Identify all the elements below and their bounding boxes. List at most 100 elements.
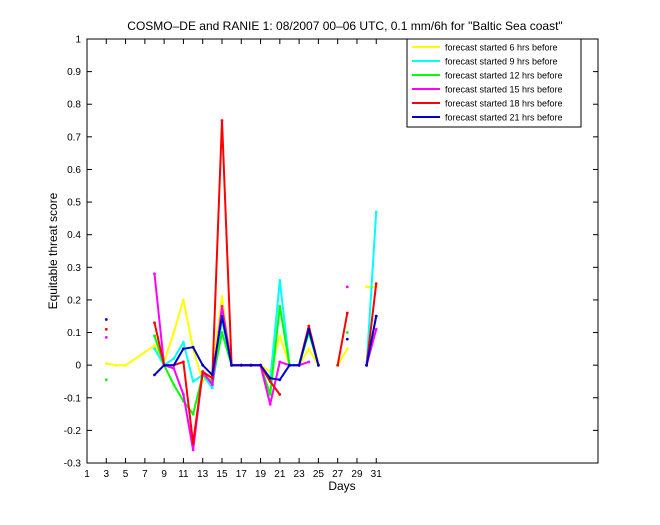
x-tick-label: 31	[371, 469, 383, 480]
legend-entry: forecast started 12 hrs before	[445, 71, 563, 81]
y-tick-label: 0	[75, 361, 81, 372]
data-point	[220, 119, 224, 122]
x-tick-label: 27	[332, 469, 344, 480]
data-point	[336, 363, 340, 367]
data-point	[239, 363, 243, 367]
data-point	[268, 402, 272, 406]
data-point	[268, 376, 272, 380]
data-point	[172, 357, 176, 360]
series-line	[153, 315, 320, 381]
data-point	[297, 363, 301, 367]
data-point	[191, 380, 195, 383]
data-point	[114, 363, 118, 367]
x-tick-label: 15	[216, 469, 228, 480]
legend-box	[406, 38, 582, 128]
y-axis-label: Equitable threat score	[46, 192, 60, 309]
data-point	[201, 363, 205, 367]
y-tick-label: 0.6	[67, 165, 81, 176]
y-tick-label: -0.3	[64, 459, 82, 470]
data-point	[345, 285, 349, 289]
data-point	[249, 363, 253, 367]
data-point	[307, 327, 311, 331]
data-point	[104, 362, 108, 365]
data-point	[104, 336, 108, 339]
axis-ticks: 1 3 5 7 9 11 13 15 17 19 21 23 25 27 29 31-0.3-0.2-0.10…	[64, 35, 598, 480]
data-point	[172, 383, 176, 387]
x-tick-label: 21	[274, 469, 286, 480]
chart-title: COSMO–DE and RANIE 1: 08/2007 00–06 UTC,…	[127, 19, 562, 33]
series-line	[365, 211, 378, 366]
legend-entry: forecast started 21 hrs before	[445, 113, 563, 123]
data-point	[317, 363, 320, 367]
data-point	[182, 360, 185, 364]
y-tick-label: 0.5	[67, 198, 81, 209]
y-tick-label: -0.2	[64, 426, 82, 437]
x-tick-label: 29	[351, 469, 363, 480]
legend-entry: forecast started 18 hrs before	[445, 99, 563, 109]
data-point	[278, 378, 282, 382]
data-point	[172, 331, 176, 334]
legend-entry: forecast started 6 hrs before	[445, 43, 558, 53]
y-tick-label: 0.7	[67, 132, 81, 143]
x-tick-label: 25	[313, 469, 325, 480]
data-point	[210, 383, 214, 387]
data-point	[153, 347, 156, 351]
data-point	[220, 331, 224, 334]
data-point	[172, 367, 176, 370]
data-point	[191, 442, 195, 445]
x-tick-label: 19	[255, 469, 267, 480]
data-point	[288, 363, 291, 367]
data-point	[182, 393, 185, 396]
data-point	[230, 363, 234, 367]
data-point	[124, 363, 127, 367]
data-point	[153, 334, 156, 338]
x-tick-label: 1	[84, 469, 90, 480]
data-point	[374, 210, 378, 214]
x-tick-label: 3	[104, 469, 110, 480]
series-line	[336, 312, 349, 366]
y-tick-label: 0.8	[67, 100, 81, 111]
x-tick-label: 5	[123, 469, 129, 480]
series-line	[365, 283, 378, 366]
series-line	[365, 316, 378, 366]
data-point	[259, 363, 262, 367]
data-point	[374, 282, 378, 285]
data-point	[191, 448, 195, 452]
data-point	[182, 298, 185, 302]
chart-legend: forecast started 6 hrs before forecast st…	[406, 38, 582, 128]
x-axis-label: Days	[328, 479, 355, 493]
series-lines	[104, 119, 378, 452]
data-point	[153, 344, 156, 347]
data-point	[220, 295, 224, 299]
y-tick-label: 0.2	[67, 295, 81, 306]
x-tick-label: 23	[294, 469, 306, 480]
data-point	[278, 360, 282, 364]
data-point	[307, 324, 311, 328]
legend-entry: forecast started 15 hrs before	[445, 85, 563, 95]
y-tick-label: 0.9	[67, 67, 81, 78]
data-point	[201, 370, 205, 374]
data-point	[278, 334, 282, 338]
data-point	[172, 363, 176, 367]
data-point	[268, 380, 272, 383]
data-point	[182, 340, 185, 344]
y-tick-label: 0.1	[67, 328, 81, 339]
data-point	[191, 412, 195, 416]
data-point	[345, 347, 349, 351]
data-point	[191, 345, 195, 349]
data-point	[278, 305, 282, 308]
data-point	[104, 318, 108, 321]
data-point	[182, 347, 185, 351]
data-point	[153, 373, 156, 377]
x-tick-label: 7	[142, 469, 148, 480]
x-tick-label: 13	[197, 469, 209, 480]
data-point	[104, 378, 108, 382]
data-point	[210, 376, 214, 380]
data-point	[210, 386, 214, 390]
data-point	[374, 314, 378, 318]
data-point	[153, 321, 156, 325]
y-tick-label: 0.4	[67, 230, 81, 241]
data-point	[104, 327, 108, 331]
